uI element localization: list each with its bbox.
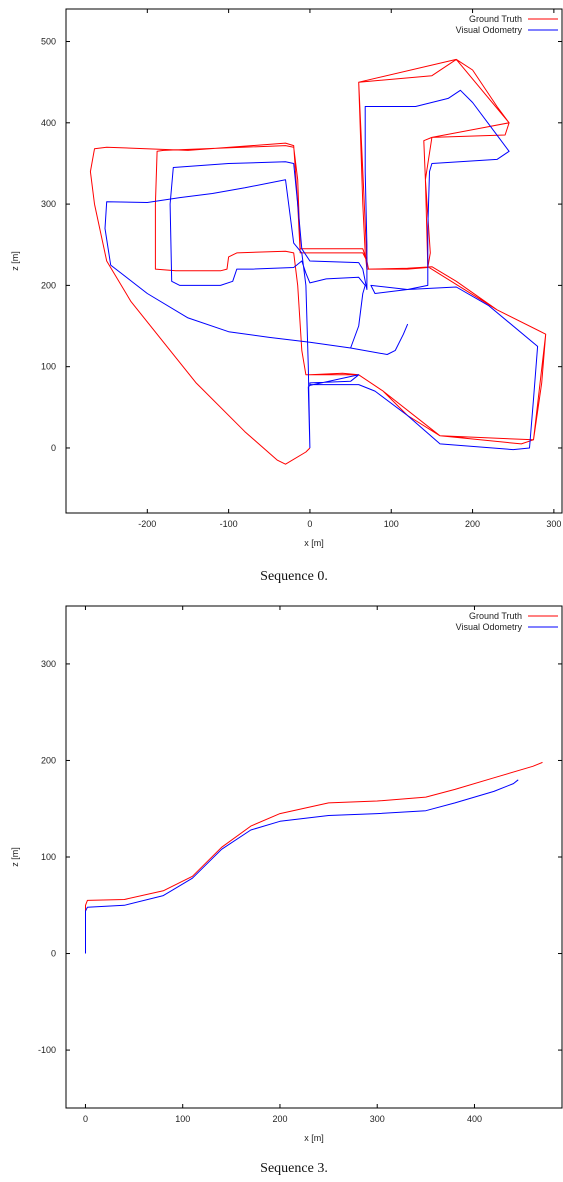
y-axis-label: z [m]	[10, 251, 20, 271]
x-axis-label: x [m]	[304, 538, 324, 548]
plot-frame	[65, 8, 563, 514]
series-line-visual-odometry	[85, 779, 519, 954]
legend-label: Visual Odometry	[456, 25, 523, 35]
chart-1: 0 100 200 300 400 -100 0 100 200 300 x [m] z [m] Gro…	[10, 605, 563, 1176]
y-tick-label: 100	[41, 362, 56, 372]
legend-label: Ground Truth	[469, 14, 522, 24]
y-tick-label: 500	[41, 37, 56, 47]
x-tick-label: 300	[546, 519, 561, 529]
x-tick-label: 400	[467, 1114, 482, 1124]
x-tick-label: 100	[384, 519, 399, 529]
y-tick-label: 0	[51, 443, 56, 453]
x-tick-label: 0	[307, 519, 312, 529]
y-tick-label: 200	[41, 755, 56, 765]
x-tick-label: -100	[220, 519, 238, 529]
series-line-ground-truth	[89, 58, 547, 465]
y-tick-label: -100	[38, 1045, 56, 1055]
series-line-ground-truth	[85, 761, 543, 925]
y-tick-label: 200	[41, 280, 56, 290]
plot-frame	[65, 605, 563, 1109]
x-tick-label: -200	[138, 519, 156, 529]
x-tick-label: 300	[370, 1114, 385, 1124]
y-tick-label: 0	[51, 949, 56, 959]
legend-label: Ground Truth	[469, 611, 522, 621]
chart-0: -200 -100 0 100 200 300 0 100 200 300 400 500 x [m] z…	[10, 8, 563, 584]
x-tick-label: 200	[272, 1114, 287, 1124]
x-tick-label: 100	[175, 1114, 190, 1124]
y-tick-label: 300	[41, 659, 56, 669]
x-tick-label: 0	[83, 1114, 88, 1124]
y-tick-label: 300	[41, 199, 56, 209]
figure-caption: Sequence 3.	[260, 1161, 328, 1176]
y-tick-label: 400	[41, 118, 56, 128]
y-axis-label: z [m]	[10, 847, 20, 867]
series-line-visual-odometry	[104, 89, 539, 451]
legend-label: Visual Odometry	[456, 622, 523, 632]
figure-caption: Sequence 0.	[260, 569, 328, 584]
x-axis-label: x [m]	[304, 1133, 324, 1143]
y-tick-label: 100	[41, 852, 56, 862]
x-tick-label: 200	[465, 519, 480, 529]
